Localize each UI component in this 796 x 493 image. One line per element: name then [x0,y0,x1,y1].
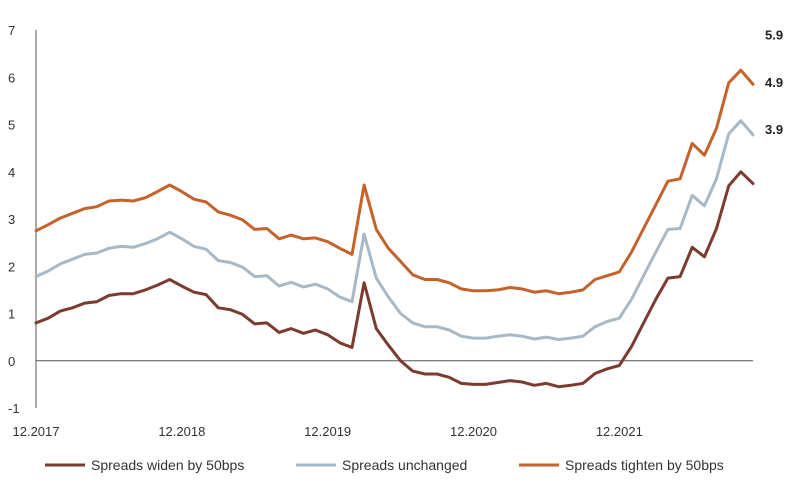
x-axis-ticks: 12.2017 12.2018 12.2019 12.2020 12.2021 [13,424,643,439]
y-tick-label: 1 [8,307,15,322]
x-tick-label: 12.2020 [450,424,497,439]
y-tick-label: 7 [8,23,15,38]
chart-axes [35,30,753,408]
y-tick-label: 4 [8,165,15,180]
series-line-2 [34,68,755,296]
x-tick-label: 12.2021 [596,424,643,439]
x-tick-label: 12.2019 [304,424,351,439]
end-label-2: 5.9 [765,28,783,43]
y-tick-label: 3 [8,212,15,227]
series-line-1 [34,119,755,341]
x-tick-label: 12.2018 [158,424,205,439]
y-tick-label: -1 [8,401,20,416]
y-tick-label: 5 [8,118,15,133]
end-labels: 3.9 4.9 5.9 [765,28,783,138]
legend-label-1: Spreads unchanged [342,457,467,473]
x-tick-label: 12.2017 [13,424,60,439]
legend-label-2: Spreads tighten by 50bps [565,457,724,473]
y-tick-label: 6 [8,70,15,85]
series-line-0 [34,170,755,389]
end-label-1: 4.9 [765,75,783,90]
y-tick-label: 0 [8,354,15,369]
y-axis-ticks: -1 0 1 2 3 4 5 6 7 [8,23,20,416]
legend-label-0: Spreads widen by 50bps [91,457,244,473]
series-lines [34,68,755,389]
chart-legend: Spreads widen by 50bps Spreads unchanged S… [45,457,724,473]
y-tick-label: 2 [8,259,15,274]
end-label-0: 3.9 [765,122,783,137]
